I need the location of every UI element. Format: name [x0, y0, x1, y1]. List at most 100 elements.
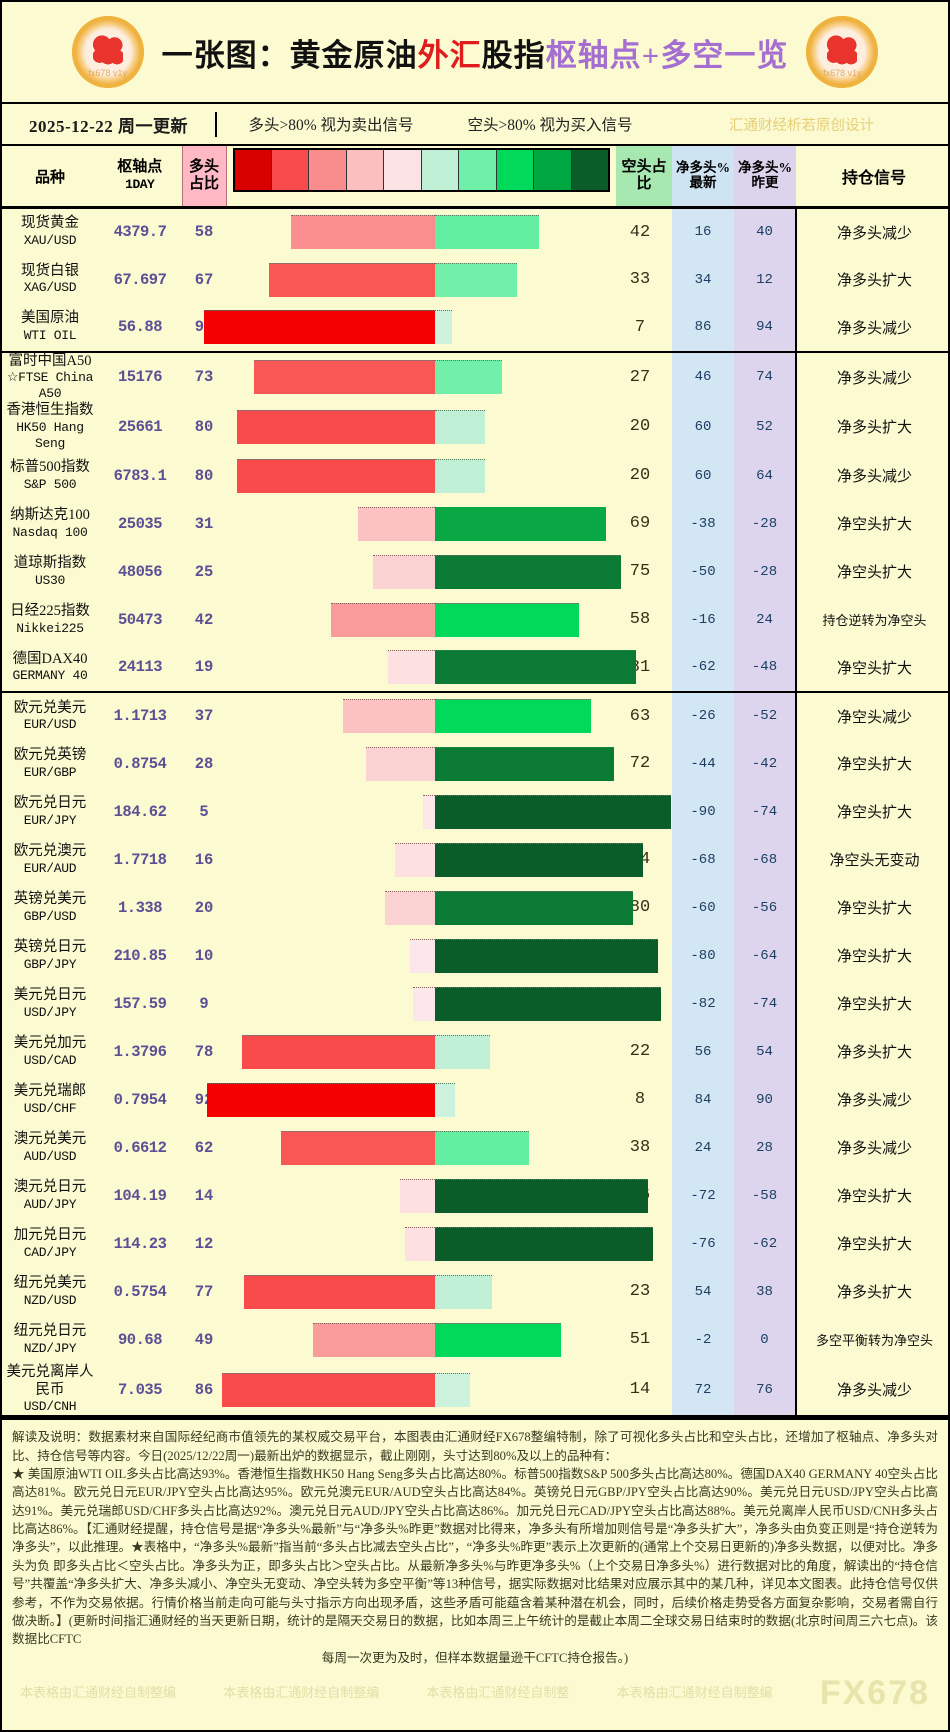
bar-long-segment	[412, 986, 435, 1021]
bar-long-segment	[204, 310, 435, 344]
row-instrument-name: 美元兑瑞郎 USD/CHF	[2, 1076, 98, 1124]
row-position-signal: 净空头扩大	[795, 547, 950, 596]
row-bar-cell	[204, 303, 616, 353]
instrument-name-cn: 英镑兑日元	[13, 939, 87, 956]
row-instrument-name: 香港恒生指数 HK50 Hang Seng	[2, 402, 98, 452]
row-bar-cell	[226, 1172, 649, 1220]
row-long-pct: 10	[194, 946, 214, 965]
seal-label-right: fx678 v1y	[823, 68, 862, 78]
row-short-pct: 75	[629, 562, 651, 582]
instrument-name-en: AUD/JPY	[23, 1196, 77, 1212]
row-pivot-value: 4379.7	[113, 223, 167, 242]
row-net-prev: 90	[734, 1075, 796, 1124]
row-pivot-value: 48056	[117, 562, 163, 581]
instrument-name-cn: 欧元兑美元	[13, 699, 87, 716]
col-header-net-latest: 净多头%最新	[672, 146, 734, 209]
row-bar-cell	[226, 500, 616, 548]
color-legend	[226, 146, 616, 209]
row-instrument-name: 现货黄金 XAU/USD	[2, 208, 98, 256]
row-net-latest: -26	[672, 691, 734, 740]
row-instrument-name: 纽元兑美元 NZD/USD	[2, 1268, 98, 1316]
footer-paragraph-3: 每周一次更为及时，但样本数据量逊干CFTC持仓报告。)	[321, 1650, 629, 1665]
table-row: 纽元兑日元 NZD/JPY 90.68 49 51 -2 0 多空平衡转为净空头	[2, 1315, 950, 1364]
row-position-signal: 净空头扩大	[795, 931, 950, 980]
row-long-pct: 86	[182, 1363, 226, 1418]
row-position-signal: 净多头减少	[795, 207, 950, 256]
row-bar-cell	[226, 1220, 654, 1268]
instrument-name-cn: 纳斯达克100	[10, 507, 90, 524]
row-pivot-value: 0.6612	[113, 1138, 167, 1157]
row-position-signal: 净空头无变动	[795, 835, 950, 884]
bar-short-segment	[435, 890, 634, 925]
row-position-signal: 净多头减少	[795, 351, 950, 402]
bar-short-segment	[435, 699, 592, 734]
table-row: 德国DAX40 GERMANY 40 24113 19 81 -62 -48 净空头扩大	[2, 643, 950, 693]
row-instrument-name: 现货白银 XAG/USD	[2, 256, 98, 304]
instrument-name-en: EUR/AUD	[23, 860, 77, 876]
row-bar-cell	[226, 596, 616, 644]
row-pivot-value: 7.035	[98, 1363, 182, 1418]
row-instrument-name: 日经225指数 Nikkei225	[2, 596, 98, 644]
row-short-pct: 20	[629, 417, 651, 437]
row-net-prev: 76	[734, 1363, 796, 1418]
row-net-prev: -42	[734, 739, 796, 788]
row-short-pct: 58	[629, 610, 651, 630]
row-pivot-value: 0.5754	[113, 1282, 167, 1301]
row-position-signal: 持仓逆转为净空头	[795, 595, 950, 644]
row-pivot-value: 90.68	[117, 1330, 163, 1349]
instrument-name-en: USD/CHF	[23, 1100, 77, 1116]
bar-short-segment	[435, 310, 453, 344]
table-row: 欧元兑英镑 EUR/GBP 0.8754 28 72 -44 -42 净空头扩大	[2, 739, 950, 788]
row-position-signal: 多空平衡转为净空头	[795, 1315, 950, 1364]
row-long-pct: 49	[194, 1330, 214, 1349]
row-instrument-name: 纽元兑日元 NZD/JPY	[2, 1316, 98, 1364]
row-bar-cell	[226, 1268, 616, 1316]
instrument-name-en: EUR/JPY	[23, 812, 77, 828]
row-bar-cell	[221, 1363, 616, 1418]
row-net-prev: 94	[734, 303, 796, 353]
instrument-name-cn: 美国原油	[21, 310, 79, 327]
bar-short-segment	[435, 554, 621, 589]
instrument-name-cn: 欧元兑澳元	[13, 843, 87, 860]
instrument-name-cn: 澳元兑日元	[13, 1179, 87, 1196]
row-net-latest: 24	[672, 1123, 734, 1172]
bar-short-segment	[435, 986, 661, 1021]
row-net-latest: 54	[672, 1267, 734, 1316]
row-bar-cell	[226, 932, 659, 980]
row-position-signal: 净空头扩大	[795, 1219, 950, 1268]
watermark-0: 本表格由汇通财经自制整编	[20, 1685, 177, 1701]
row-net-prev: -58	[734, 1171, 796, 1220]
row-position-signal: 净多头扩大	[795, 401, 950, 452]
row-net-latest: -2	[672, 1315, 734, 1364]
row-bar-cell	[206, 1076, 616, 1124]
bar-long-segment	[410, 938, 435, 973]
row-bar-cell	[226, 836, 644, 884]
row-long-pct: 80	[194, 466, 214, 485]
col-header-net-prev: 净多头%昨更	[734, 146, 796, 209]
instrument-name-en: GBP/USD	[23, 908, 77, 924]
row-bar-cell	[226, 788, 671, 836]
row-long-pct: 19	[182, 643, 226, 693]
seal-label-left: fx678 v1y	[88, 68, 127, 78]
row-long-pct: 37	[194, 707, 214, 726]
row-position-signal: 净空头扩大	[795, 1171, 950, 1220]
row-instrument-name: 澳元兑日元 AUD/JPY	[2, 1172, 98, 1220]
watermark-row: 本表格由汇通财经自制整编 本表格由汇通财经自制整编 本表格由汇通财经自制整 本表…	[12, 1667, 938, 1719]
table-header: 品种 枢轴点 1DAY 多头占比 空头占比 净多头%最新 净多头%昨更 持仓信号	[2, 146, 950, 209]
bar-short-segment	[435, 262, 517, 297]
row-short-pct: 72	[629, 754, 651, 774]
bar-long-segment	[268, 262, 435, 297]
instrument-name-cn: 德国DAX40	[12, 650, 88, 667]
row-net-latest: 72	[672, 1363, 734, 1418]
col-header-pivot-label: 枢轴点	[117, 158, 163, 175]
row-pivot-value: 104.19	[113, 1186, 167, 1205]
row-long-pct: 12	[194, 1234, 214, 1253]
legend-swatch-0	[234, 150, 272, 190]
row-net-prev: 74	[734, 351, 796, 402]
bar-long-segment	[244, 1274, 435, 1309]
row-short-pct: 33	[629, 270, 651, 289]
instrument-name-en: EUR/USD	[23, 717, 77, 733]
instrument-name-en: US30	[34, 572, 65, 588]
